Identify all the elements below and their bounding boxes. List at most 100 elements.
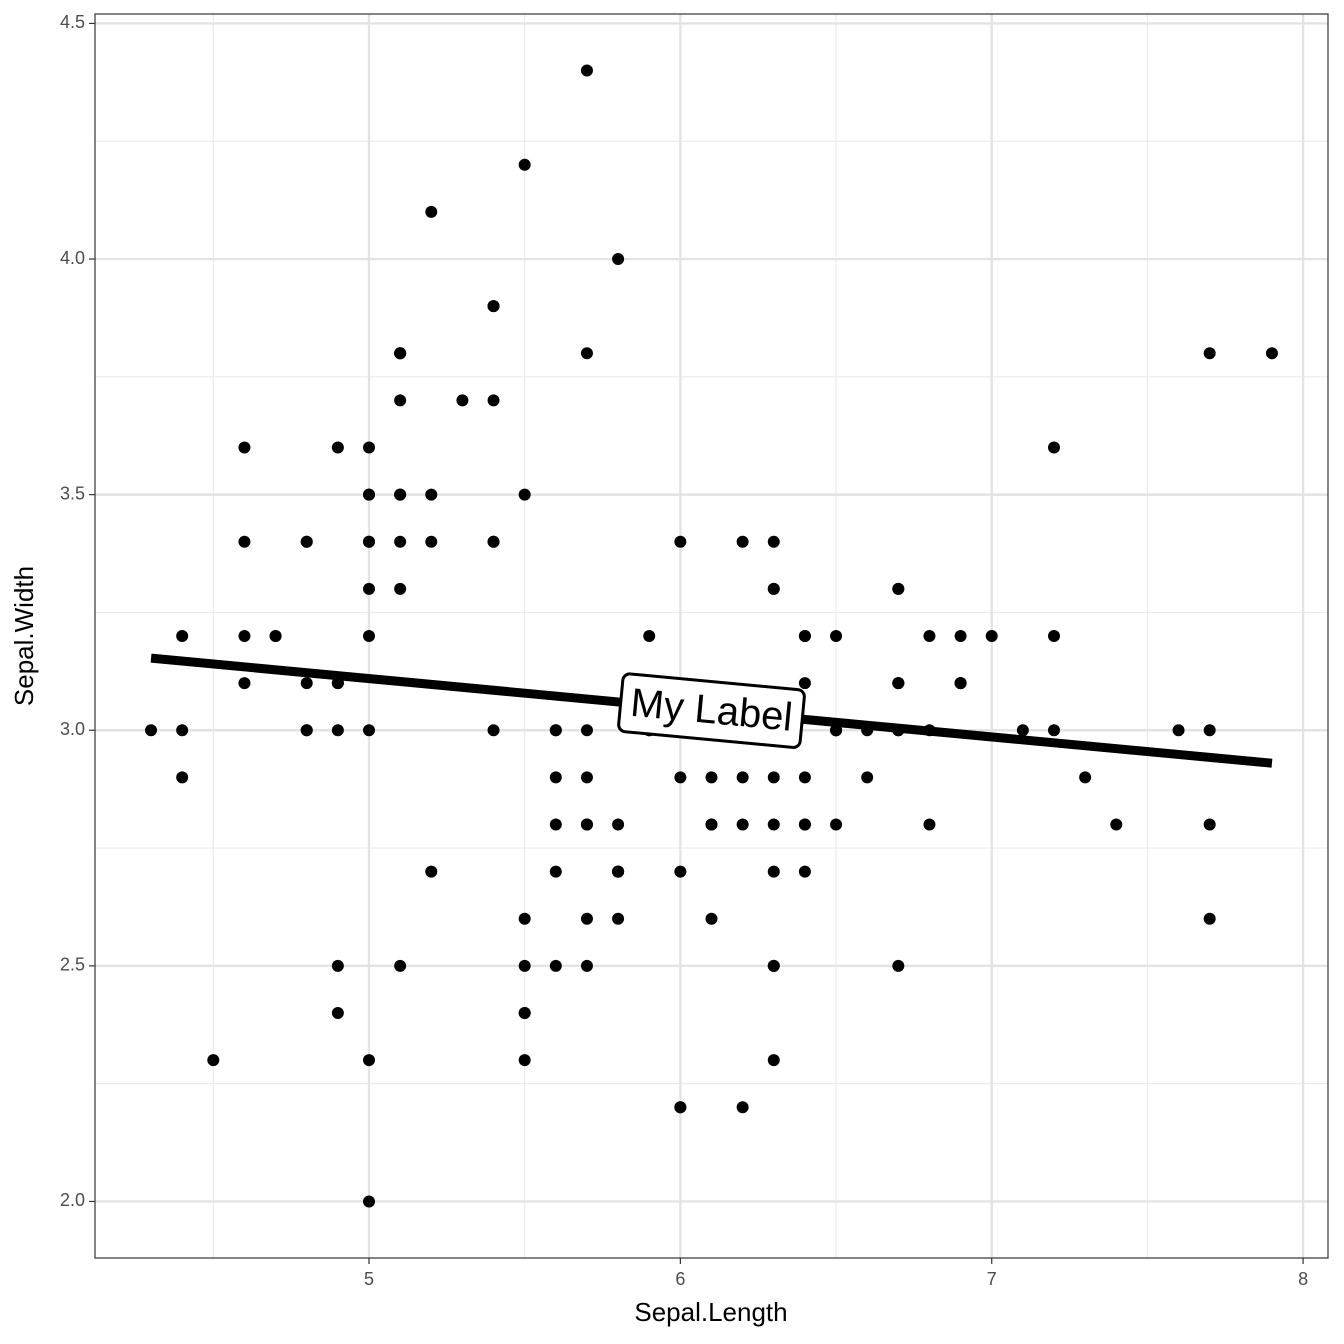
point bbox=[861, 771, 874, 784]
point bbox=[394, 347, 407, 360]
point bbox=[394, 582, 407, 595]
point bbox=[269, 630, 282, 642]
point bbox=[798, 677, 811, 690]
point bbox=[176, 724, 189, 737]
point bbox=[518, 1006, 531, 1019]
point bbox=[580, 771, 593, 784]
point bbox=[830, 724, 843, 737]
point bbox=[300, 535, 313, 548]
point bbox=[363, 1195, 375, 1208]
point bbox=[1048, 441, 1060, 454]
point bbox=[954, 677, 967, 690]
point bbox=[612, 912, 625, 925]
point bbox=[487, 724, 500, 737]
point bbox=[1048, 724, 1060, 737]
point bbox=[1265, 347, 1278, 360]
point bbox=[394, 959, 407, 972]
point bbox=[1172, 724, 1185, 737]
y-axis-label: Sepal.Width bbox=[9, 566, 39, 706]
point bbox=[736, 1101, 749, 1114]
point bbox=[580, 912, 593, 925]
point bbox=[1203, 818, 1216, 831]
point bbox=[736, 818, 749, 831]
point bbox=[580, 64, 593, 77]
x-tick-label: 7 bbox=[987, 1269, 997, 1289]
point bbox=[394, 394, 407, 407]
point bbox=[767, 959, 780, 972]
point bbox=[1203, 347, 1216, 360]
point bbox=[238, 535, 251, 548]
point bbox=[487, 300, 500, 313]
point bbox=[674, 865, 687, 878]
point bbox=[518, 959, 531, 972]
point bbox=[1016, 724, 1029, 737]
point bbox=[612, 818, 625, 831]
point bbox=[1110, 818, 1123, 831]
line-label: My Label bbox=[617, 672, 806, 749]
point bbox=[674, 771, 687, 784]
point bbox=[549, 771, 562, 784]
point bbox=[830, 630, 843, 642]
point bbox=[1203, 724, 1216, 737]
point bbox=[798, 818, 811, 831]
point bbox=[549, 724, 562, 737]
point bbox=[1048, 630, 1060, 642]
y-tick-label: 2.0 bbox=[60, 1190, 85, 1210]
point bbox=[363, 441, 375, 454]
point bbox=[580, 959, 593, 972]
point bbox=[580, 724, 593, 737]
point bbox=[643, 630, 656, 642]
point bbox=[612, 865, 625, 878]
y-tick-label: 4.5 bbox=[60, 12, 85, 32]
y-tick-label: 2.5 bbox=[60, 955, 85, 975]
plot-border bbox=[94, 13, 1329, 1259]
point bbox=[705, 771, 718, 784]
point bbox=[518, 912, 531, 925]
x-tick-label: 8 bbox=[1298, 1269, 1308, 1289]
point bbox=[798, 865, 811, 878]
point bbox=[518, 1054, 531, 1067]
point bbox=[176, 771, 189, 784]
point bbox=[363, 582, 375, 595]
x-axis-label: Sepal.Length bbox=[634, 1297, 787, 1327]
point bbox=[580, 818, 593, 831]
point bbox=[767, 582, 780, 595]
point bbox=[985, 630, 998, 642]
point bbox=[767, 771, 780, 784]
point bbox=[612, 253, 625, 266]
point bbox=[207, 1054, 220, 1067]
x-tick-label: 5 bbox=[364, 1269, 374, 1289]
point bbox=[238, 441, 251, 454]
point bbox=[580, 347, 593, 360]
point bbox=[923, 630, 936, 642]
x-tick-label: 6 bbox=[675, 1269, 685, 1289]
point bbox=[705, 818, 718, 831]
point bbox=[736, 535, 749, 548]
point bbox=[736, 771, 749, 784]
point bbox=[767, 1054, 780, 1067]
point bbox=[363, 535, 375, 548]
label-box bbox=[617, 672, 806, 749]
point bbox=[518, 488, 531, 501]
point bbox=[331, 1006, 344, 1019]
point bbox=[363, 724, 375, 737]
point bbox=[394, 488, 407, 501]
point bbox=[331, 441, 344, 454]
point bbox=[145, 724, 158, 737]
point bbox=[363, 1054, 375, 1067]
point bbox=[954, 630, 967, 642]
y-tick-label: 3.5 bbox=[60, 483, 85, 503]
point bbox=[300, 724, 313, 737]
point bbox=[767, 818, 780, 831]
point bbox=[331, 959, 344, 972]
point bbox=[892, 959, 905, 972]
point bbox=[394, 535, 407, 548]
y-tick-label: 3.0 bbox=[60, 719, 85, 739]
point bbox=[767, 535, 780, 548]
point bbox=[425, 865, 438, 878]
point bbox=[549, 865, 562, 878]
point bbox=[487, 535, 500, 548]
point bbox=[674, 1101, 687, 1114]
point bbox=[238, 630, 251, 642]
